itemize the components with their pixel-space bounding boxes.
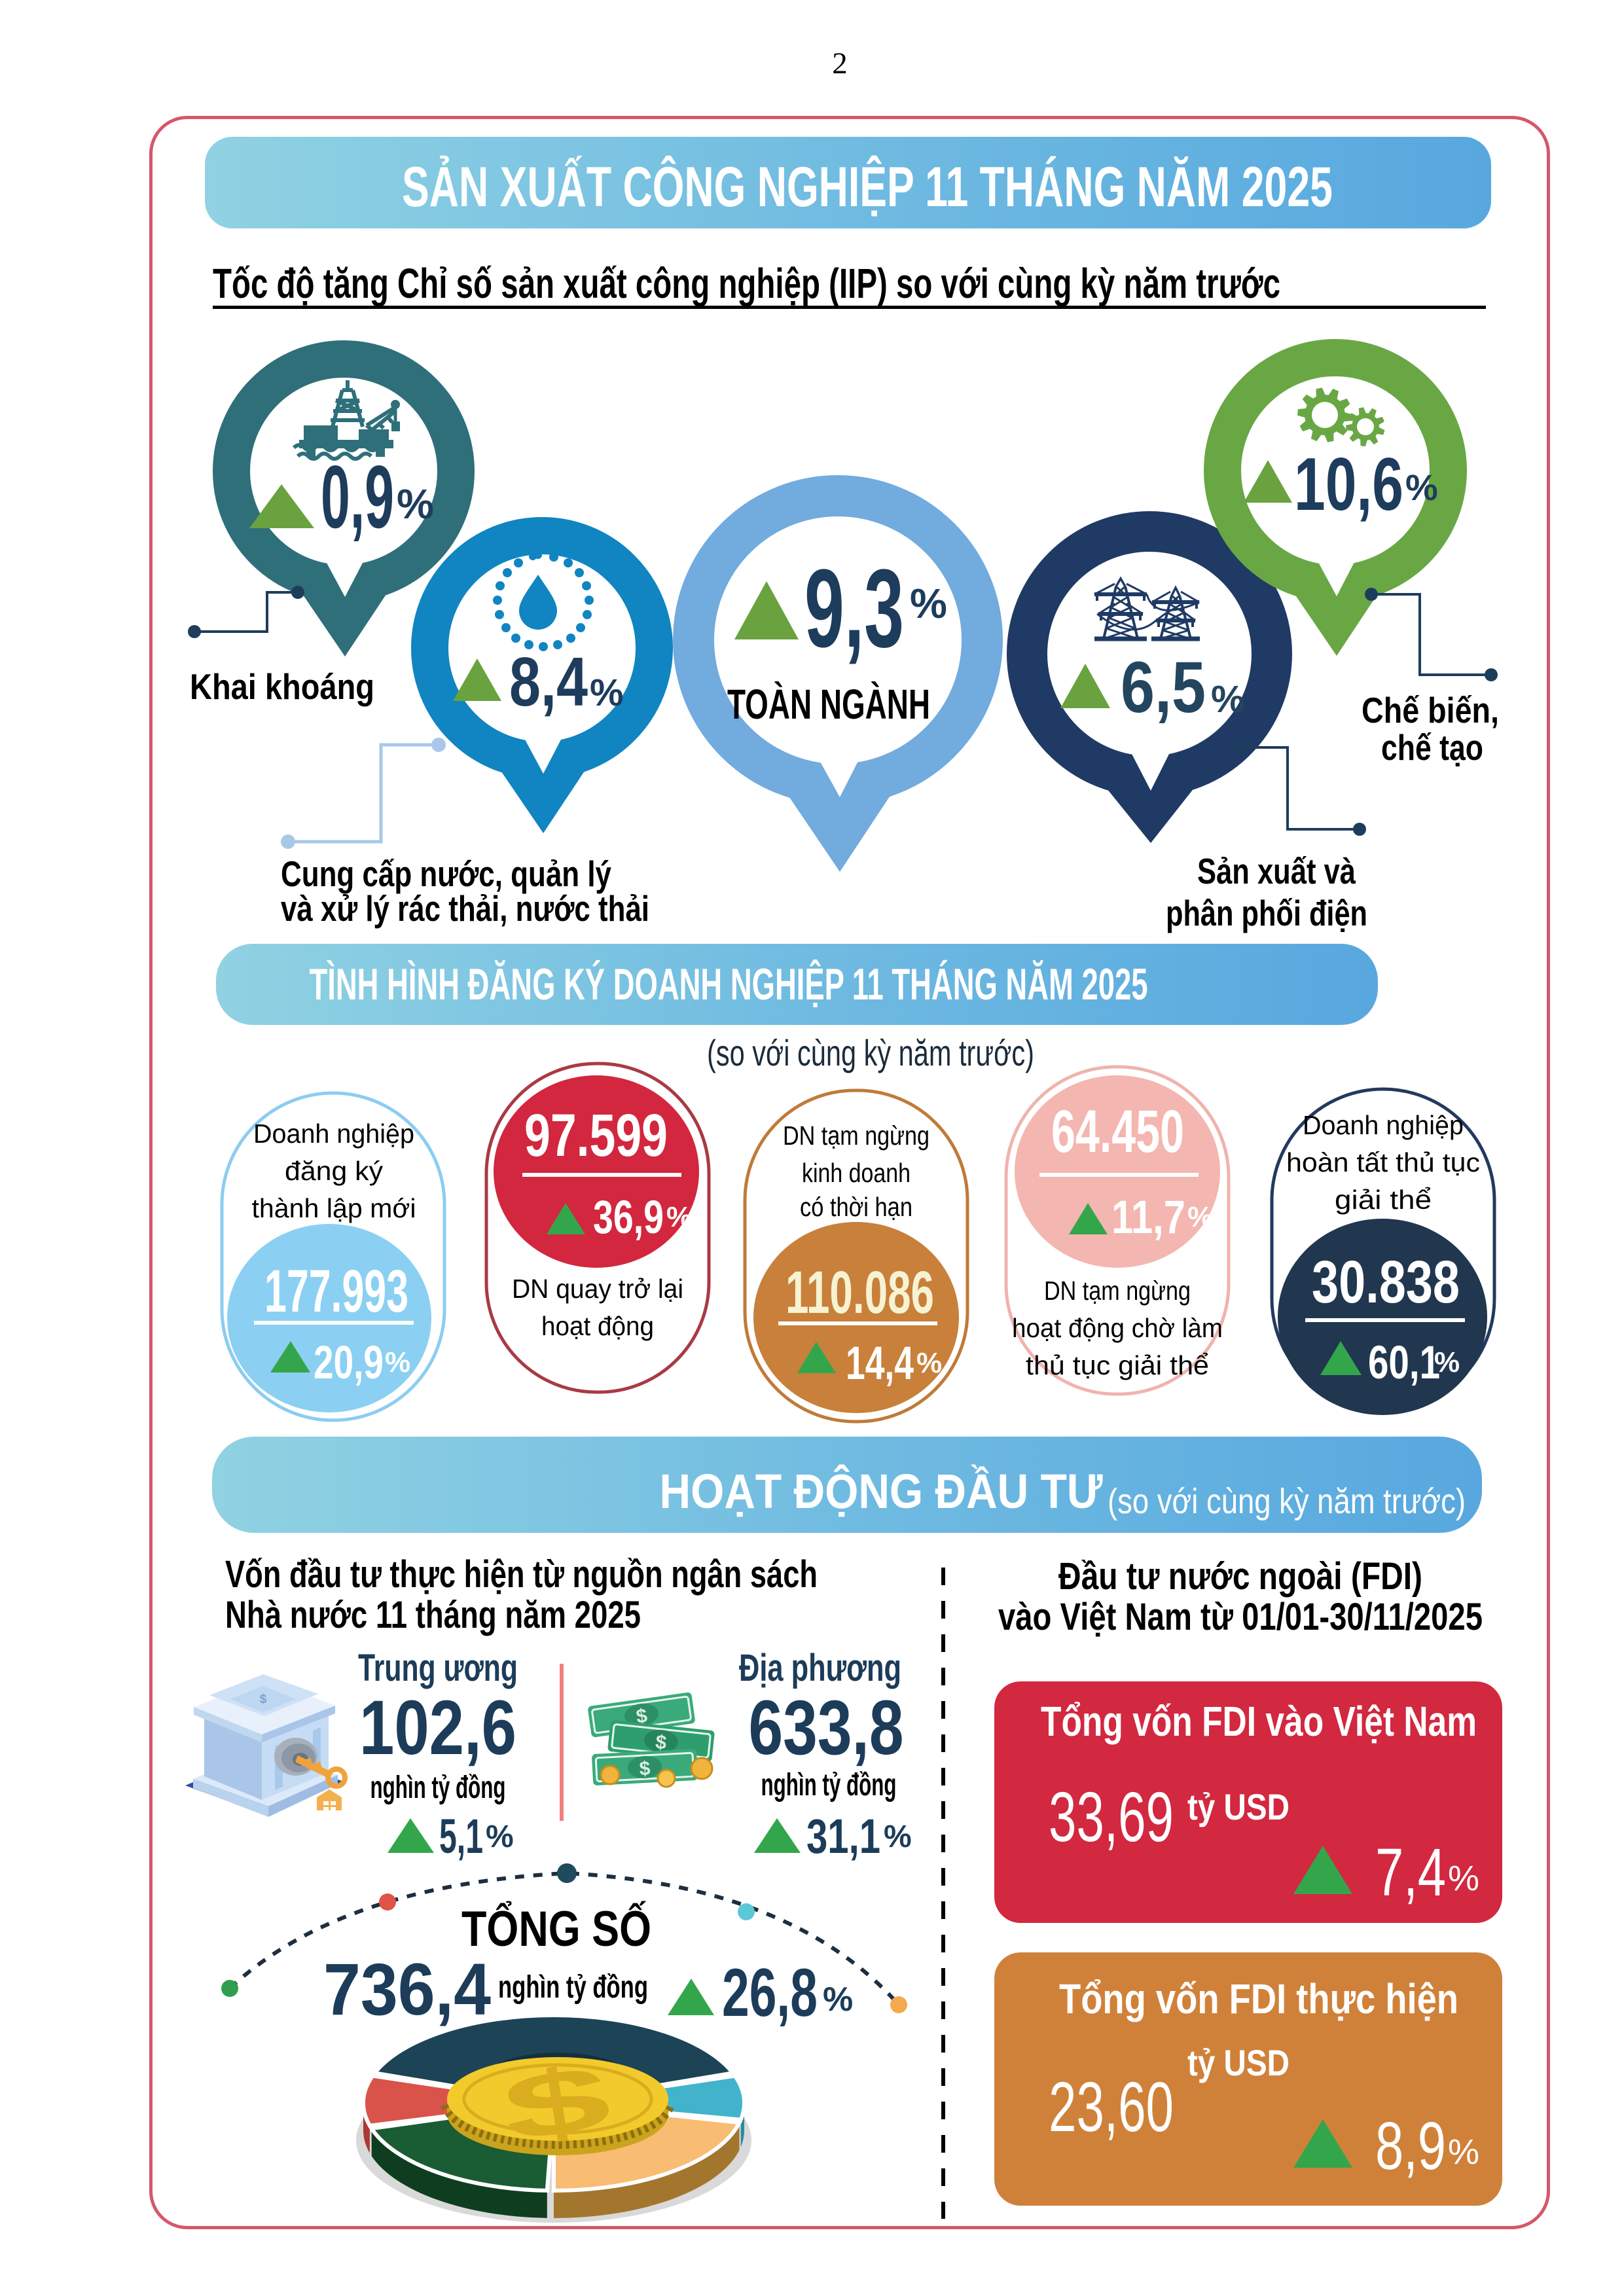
svg-text:phân phối điện: phân phối điện xyxy=(1166,893,1367,933)
svg-text:và xử lý rác thải, nước thải: và xử lý rác thải, nước thải xyxy=(281,888,649,929)
svg-text:110.086: 110.086 xyxy=(785,1259,934,1326)
svg-text:HOẠT ĐỘNG ĐẦU TƯ: HOẠT ĐỘNG ĐẦU TƯ xyxy=(660,1464,1104,1518)
svg-text:Chế biến,: Chế biến, xyxy=(1362,690,1499,730)
svg-text:Doanh nghiệp: Doanh nghiệp xyxy=(253,1119,414,1149)
svg-text:7,4: 7,4 xyxy=(1375,1835,1446,1910)
svg-text:23,60: 23,60 xyxy=(1049,2067,1174,2146)
svg-text:(so với cùng kỳ năm trước): (so với cùng kỳ năm trước) xyxy=(707,1032,1034,1073)
svg-text:thủ tục giải thể: thủ tục giải thể xyxy=(1026,1350,1209,1380)
svg-text:%: % xyxy=(1448,1859,1479,1898)
svg-text:chế tạo: chế tạo xyxy=(1381,727,1483,768)
svg-text:$: $ xyxy=(655,1731,668,1754)
svg-text:kinh doanh: kinh doanh xyxy=(802,1158,911,1188)
svg-text:11,7: 11,7 xyxy=(1111,1192,1185,1244)
svg-text:%: % xyxy=(486,1820,514,1854)
svg-text:Cung cấp nước, quản lý: Cung cấp nước, quản lý xyxy=(281,853,611,894)
svg-text:Khai khoáng: Khai khoáng xyxy=(190,666,374,707)
svg-text:26,8: 26,8 xyxy=(722,1955,818,2031)
svg-text:Địa phương: Địa phương xyxy=(739,1647,901,1689)
svg-text:6,5: 6,5 xyxy=(1121,647,1206,728)
svg-text:64.450: 64.450 xyxy=(1051,1098,1184,1165)
svg-text:Trung ương: Trung ương xyxy=(358,1647,518,1689)
svg-text:20,9: 20,9 xyxy=(314,1337,384,1389)
svg-text:%: % xyxy=(385,1346,410,1378)
svg-text:10,6: 10,6 xyxy=(1294,443,1403,526)
svg-text:giải thể: giải thể xyxy=(1335,1185,1432,1215)
svg-text:TÌNH HÌNH ĐĂNG KÝ DOANH NGHIỆP: TÌNH HÌNH ĐĂNG KÝ DOANH NGHIỆP 11 THÁNG … xyxy=(310,959,1148,1009)
svg-text:Vốn đầu tư thực hiện từ nguồn: Vốn đầu tư thực hiện từ nguồn ngân sách xyxy=(225,1553,818,1596)
svg-text:5,1: 5,1 xyxy=(439,1809,483,1863)
svg-text:$: $ xyxy=(639,1758,651,1780)
svg-text:DN quay trở lại: DN quay trở lại xyxy=(512,1274,683,1304)
svg-text:8,9: 8,9 xyxy=(1375,2108,1446,2183)
svg-text:%: % xyxy=(1405,467,1438,508)
svg-text:Doanh nghiệp: Doanh nghiệp xyxy=(1303,1110,1464,1140)
svg-text:97.599: 97.599 xyxy=(524,1102,668,1169)
svg-text:hoạt động chờ làm: hoạt động chờ làm xyxy=(1012,1313,1223,1343)
svg-text:$: $ xyxy=(260,1693,267,1706)
svg-text:33,69: 33,69 xyxy=(1049,1777,1174,1856)
svg-text:Tổng vốn FDI thực hiện: Tổng vốn FDI thực hiện xyxy=(1059,1975,1458,2022)
svg-text:DN tạm ngừng: DN tạm ngừng xyxy=(783,1121,929,1151)
svg-text:30.838: 30.838 xyxy=(1312,1249,1460,1316)
svg-text:736,4: 736,4 xyxy=(323,1948,491,2030)
svg-text:TỔNG SỐ: TỔNG SỐ xyxy=(461,1901,651,1957)
svg-text:DN tạm ngừng: DN tạm ngừng xyxy=(1044,1276,1191,1306)
svg-text:%: % xyxy=(884,1820,912,1854)
svg-text:102,6: 102,6 xyxy=(359,1685,516,1771)
svg-text:Tốc độ tăng Chỉ số sản xuất cô: Tốc độ tăng Chỉ số sản xuất công nghiệp … xyxy=(213,260,1280,307)
svg-text:hoàn tất thủ tục: hoàn tất thủ tục xyxy=(1286,1147,1480,1177)
svg-text:(so với cùng kỳ năm trước): (so với cùng kỳ năm trước) xyxy=(1108,1482,1466,1521)
svg-text:%: % xyxy=(1434,1346,1460,1378)
svg-text:tỷ USD: tỷ USD xyxy=(1187,1786,1290,1827)
svg-text:0,9: 0,9 xyxy=(321,447,394,547)
svg-text:177.993: 177.993 xyxy=(264,1258,408,1325)
svg-text:Sản xuất và: Sản xuất và xyxy=(1197,851,1356,891)
svg-text:có thời hạn: có thời hạn xyxy=(800,1192,912,1222)
svg-text:TOÀN NGÀNH: TOÀN NGÀNH xyxy=(727,681,930,728)
svg-text:14,4: 14,4 xyxy=(846,1338,914,1390)
svg-text:nghìn tỷ đồng: nghìn tỷ đồng xyxy=(761,1768,897,1803)
svg-text:Nhà nước 11 tháng năm 2025: Nhà nước 11 tháng năm 2025 xyxy=(225,1594,641,1636)
svg-text:%: % xyxy=(1211,678,1245,721)
svg-text:nghìn tỷ đồng: nghìn tỷ đồng xyxy=(498,1970,648,2005)
svg-text:36,9: 36,9 xyxy=(593,1192,664,1244)
svg-text:%: % xyxy=(1448,2132,1479,2172)
svg-text:vào Việt Nam từ 01/01-30/11/20: vào Việt Nam từ 01/01-30/11/2025 xyxy=(998,1596,1483,1638)
svg-text:%: % xyxy=(1187,1201,1213,1233)
svg-text:%: % xyxy=(590,672,624,714)
svg-text:thành lập mới: thành lập mới xyxy=(252,1193,416,1223)
svg-text:tỷ USD: tỷ USD xyxy=(1187,2042,1290,2083)
svg-text:%: % xyxy=(823,1981,853,2018)
svg-text:$: $ xyxy=(496,2045,617,2162)
svg-text:SẢN XUẤT CÔNG NGHIỆP 11 THÁNG: SẢN XUẤT CÔNG NGHIỆP 11 THÁNG NĂM 2025 xyxy=(402,156,1333,219)
svg-text:60,1: 60,1 xyxy=(1368,1337,1440,1389)
svg-text:Tổng vốn FDI vào Việt Nam: Tổng vốn FDI vào Việt Nam xyxy=(1041,1698,1477,1745)
svg-text:%: % xyxy=(916,1347,942,1379)
svg-text:9,3: 9,3 xyxy=(804,547,904,671)
svg-text:Đầu tư nước ngoài (FDI): Đầu tư nước ngoài (FDI) xyxy=(1058,1555,1422,1598)
svg-text:%: % xyxy=(397,480,434,528)
svg-text:31,1: 31,1 xyxy=(806,1809,880,1863)
svg-text:633,8: 633,8 xyxy=(749,1685,904,1771)
svg-text:$: $ xyxy=(635,1705,649,1728)
svg-text:đăng ký: đăng ký xyxy=(285,1156,384,1186)
svg-text:8,4: 8,4 xyxy=(509,643,588,721)
svg-text:%: % xyxy=(666,1201,692,1233)
svg-text:nghìn tỷ đồng: nghìn tỷ đồng xyxy=(370,1770,506,1805)
svg-text:hoạt động: hoạt động xyxy=(541,1311,654,1341)
svg-text:%: % xyxy=(910,580,947,627)
